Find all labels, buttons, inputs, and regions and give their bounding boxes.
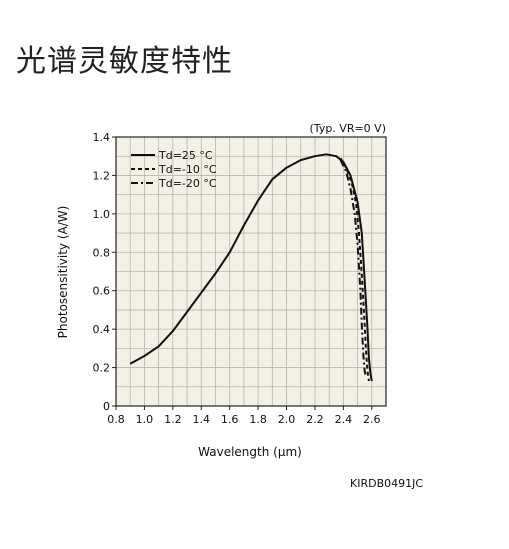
y-tick-label: 1.2 <box>93 169 111 182</box>
x-tick-label: 1.2 <box>164 413 182 426</box>
y-tick-label: 1.0 <box>93 208 111 221</box>
y-axis-label: Photosensitivity (A/W) <box>56 206 70 339</box>
legend-label: Td=-10 °C <box>158 163 217 176</box>
y-tick-label: 0.2 <box>93 362 111 375</box>
x-tick-label: 1.0 <box>136 413 154 426</box>
x-tick-label: 1.4 <box>193 413 211 426</box>
series-line <box>339 159 368 378</box>
x-tick-label: 0.8 <box>107 413 125 426</box>
y-tick-label: 1.4 <box>93 131 111 144</box>
x-tick-label: 2.4 <box>335 413 353 426</box>
plot-frame <box>115 136 387 407</box>
y-tick-label: 0.4 <box>93 323 111 336</box>
x-tick-label: 1.6 <box>221 413 239 426</box>
legend-label: Td=25 °C <box>158 149 213 162</box>
figure-code: KIRDB0491JC <box>350 477 424 490</box>
x-tick-label: 2.6 <box>363 413 381 426</box>
x-tick-label: 1.8 <box>249 413 267 426</box>
legend: Td=25 °CTd=-10 °CTd=-20 °C <box>131 149 217 190</box>
series-line <box>129 153 373 382</box>
y-tick-label: 0.8 <box>93 246 111 259</box>
y-tick-label: 0.6 <box>93 285 111 298</box>
x-axis-label: Wavelength (μm) <box>198 445 302 459</box>
grid <box>115 136 387 407</box>
x-tick-label: 2.0 <box>278 413 296 426</box>
condition-annotation: (Typ. VR=0 V) <box>310 122 386 135</box>
axes: 0.8 1.0 1.2 1.4 1.6 1.8 2.0 2.2 2.4 2.6 0 0.2 0.4 0.6… <box>93 131 387 426</box>
x-tick-label: 2.2 <box>306 413 324 426</box>
legend-label: Td=-20 °C <box>158 177 217 190</box>
page-title: 光谱灵敏度特性 <box>16 44 233 79</box>
y-tick-label: 0 <box>103 400 110 413</box>
series-group <box>129 153 373 382</box>
series-line <box>339 157 370 382</box>
